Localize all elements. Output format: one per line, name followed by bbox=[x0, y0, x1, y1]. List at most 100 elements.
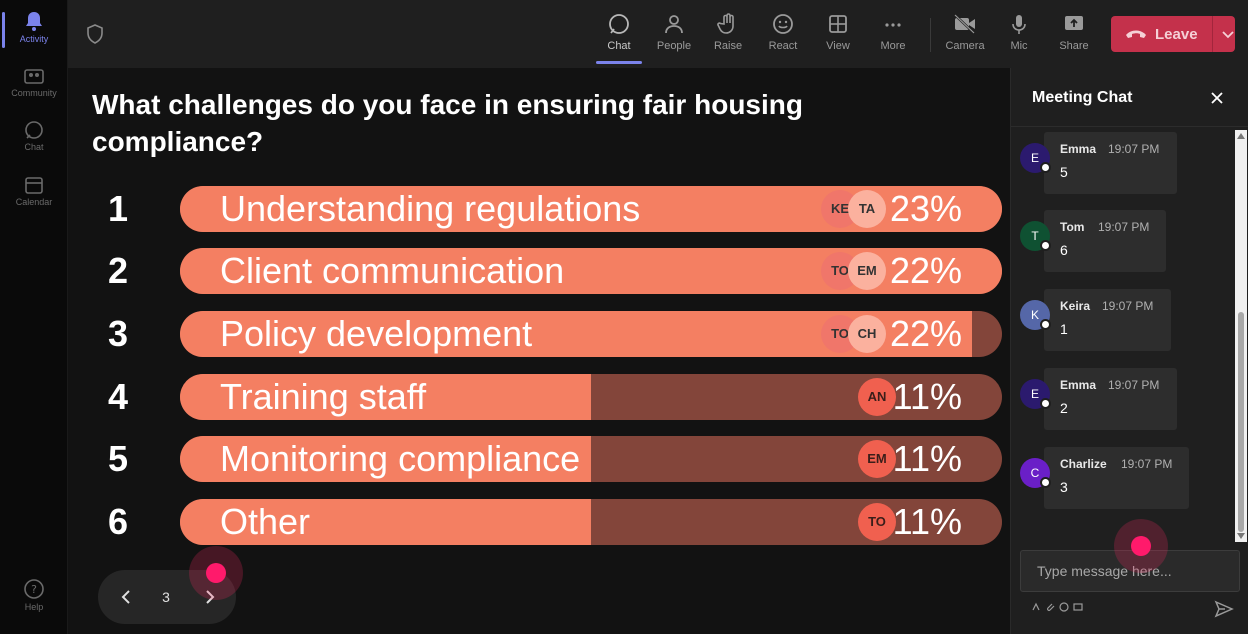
chevron-down-icon[interactable] bbox=[1221, 29, 1235, 39]
avatar[interactable]: E bbox=[1020, 143, 1051, 173]
chat-scrollbar[interactable] bbox=[1235, 130, 1247, 542]
leave-button[interactable]: Leave bbox=[1111, 16, 1235, 52]
emoji-icon[interactable] bbox=[1059, 602, 1069, 612]
smiley-icon bbox=[773, 14, 793, 34]
rail-item-calendar[interactable]: Calendar bbox=[0, 175, 68, 207]
rail-item-community[interactable]: Community bbox=[0, 66, 68, 98]
rail-item-activity[interactable]: Activity bbox=[0, 10, 68, 48]
pointer-highlight bbox=[1114, 519, 1168, 573]
poll-option-number: 2 bbox=[107, 250, 129, 291]
view-button[interactable]: View bbox=[813, 10, 863, 60]
avatar[interactable]: K bbox=[1020, 300, 1051, 330]
chat-message-input[interactable] bbox=[1020, 550, 1240, 592]
poll-option-row[interactable]: 5 Monitoring compliance EM 11% bbox=[68, 436, 1010, 482]
poll-option-percentage: 23% bbox=[889, 188, 962, 229]
chat-sender-name: Emma bbox=[1060, 142, 1097, 156]
rail-item-label: Calendar bbox=[15, 197, 53, 207]
scroll-down-arrow[interactable] bbox=[1237, 533, 1245, 539]
chat-button[interactable]: Chat bbox=[594, 10, 644, 64]
app-rail: Activity Community Chat Calendar ? Help bbox=[0, 0, 68, 634]
voter-avatar[interactable]: TA bbox=[848, 190, 886, 228]
attach-icon[interactable] bbox=[1045, 602, 1055, 612]
poll-option-bar: Monitoring compliance EM 11% bbox=[180, 436, 1002, 482]
chat-sender-name: Tom bbox=[1060, 220, 1085, 234]
poll-option-label: Monitoring compliance bbox=[220, 438, 581, 479]
voter-avatar[interactable]: CH bbox=[848, 315, 886, 353]
more-button-label: More bbox=[880, 40, 906, 52]
poll-option-number: 1 bbox=[107, 188, 129, 229]
chevron-right-icon[interactable] bbox=[198, 585, 222, 609]
avatar-initial: T bbox=[1031, 229, 1039, 243]
poll-option-number: 4 bbox=[107, 376, 129, 417]
mic-button[interactable]: Mic bbox=[994, 10, 1044, 60]
format-icon[interactable] bbox=[1031, 602, 1041, 612]
poll-option-row[interactable]: 6 Other TO 11% bbox=[68, 499, 1010, 545]
more-button[interactable]: More bbox=[868, 10, 918, 60]
chat-message-bubble[interactable]: Keira 19:07 PM 1 bbox=[1044, 289, 1171, 351]
share-button[interactable]: Share bbox=[1049, 10, 1099, 60]
rail-item-label: Community bbox=[11, 88, 57, 98]
people-button[interactable]: People bbox=[649, 10, 699, 60]
scroll-up-arrow[interactable] bbox=[1237, 133, 1245, 139]
poll-option-row[interactable]: 1 Understanding regulations KE TA 23% bbox=[68, 186, 1010, 232]
chevron-left-icon[interactable] bbox=[114, 585, 138, 609]
chat-timestamp: 19:07 PM bbox=[1121, 457, 1173, 471]
chat-icon bbox=[609, 14, 629, 34]
poll-option-label: Policy development bbox=[220, 313, 533, 354]
voter-avatar[interactable]: EM bbox=[848, 252, 886, 290]
chat-message-text: 6 bbox=[1060, 242, 1068, 258]
shield-icon[interactable] bbox=[86, 24, 104, 44]
rail-item-help[interactable]: ? Help bbox=[0, 578, 68, 612]
calendar-icon bbox=[25, 177, 43, 194]
avatar[interactable]: T bbox=[1020, 221, 1051, 251]
camera-off-icon bbox=[954, 14, 975, 34]
poll-option-row[interactable]: 3 Policy development TO CH 22% bbox=[68, 311, 1010, 357]
chat-message-bubble[interactable]: Tom 19:07 PM 6 bbox=[1044, 210, 1166, 272]
help-icon: ? bbox=[24, 579, 44, 599]
chat-message-text: 3 bbox=[1060, 479, 1068, 495]
poll-option-percentage: 11% bbox=[892, 376, 962, 417]
send-icon[interactable] bbox=[1214, 599, 1234, 619]
share-button-label: Share bbox=[1059, 40, 1089, 52]
camera-button[interactable]: Camera bbox=[940, 10, 990, 60]
hand-icon bbox=[717, 13, 734, 34]
chat-timestamp: 19:07 PM bbox=[1098, 220, 1150, 234]
poll-option-bar: Policy development TO CH 22% bbox=[180, 311, 1002, 357]
react-button-label: React bbox=[768, 40, 798, 52]
mic-button-label: Mic bbox=[1010, 40, 1028, 52]
raise-hand-button[interactable]: Raise bbox=[703, 10, 753, 60]
poll-option-number: 3 bbox=[107, 313, 129, 354]
view-button-label: View bbox=[826, 40, 850, 52]
poll-option-percentage: 11% bbox=[892, 438, 962, 479]
poll-option-row[interactable]: 2 Client communication TO EM 22% bbox=[68, 248, 1010, 294]
poll-option-bar: Understanding regulations KE TA 23% bbox=[180, 186, 1002, 232]
voter-avatar[interactable]: AN bbox=[858, 378, 896, 416]
chat-button-label: Chat bbox=[607, 40, 631, 52]
voter-avatar[interactable]: TO bbox=[858, 503, 896, 541]
chat-timestamp: 19:07 PM bbox=[1108, 378, 1160, 392]
avatar-initial: K bbox=[1030, 308, 1039, 322]
toolbar-divider bbox=[930, 18, 931, 52]
more-icon bbox=[885, 23, 901, 27]
poll-option-label: Client communication bbox=[220, 250, 565, 291]
avatar-initial: E bbox=[1030, 151, 1039, 165]
chat-message-bubble[interactable]: Charlize 19:07 PM 3 bbox=[1044, 447, 1189, 509]
react-button[interactable]: React bbox=[758, 10, 808, 60]
voter-avatar[interactable]: EM bbox=[858, 440, 896, 478]
chat-message-bubble[interactable]: Emma 19:07 PM 2 bbox=[1044, 368, 1177, 430]
svg-text:?: ? bbox=[31, 583, 37, 596]
rail-item-chat[interactable]: Chat bbox=[0, 120, 68, 152]
avatar-initial: C bbox=[1030, 466, 1040, 480]
poll-option-bar-fill bbox=[180, 436, 591, 482]
avatar[interactable]: E bbox=[1020, 379, 1051, 409]
chat-message-bubble[interactable]: Emma 19:07 PM 5 bbox=[1044, 132, 1177, 194]
bell-icon bbox=[26, 12, 42, 31]
meeting-chat-panel: Meeting Chat Emma 19:07 PM 5 E Tom 19:07 PM 6 T… bbox=[1010, 68, 1248, 634]
gif-icon[interactable] bbox=[1073, 602, 1083, 612]
poll-option-row[interactable]: 4 Training staff AN 11% bbox=[68, 374, 1010, 420]
poll-question: What challenges do you face in ensuring … bbox=[92, 89, 803, 157]
scroll-thumb[interactable] bbox=[1238, 312, 1244, 532]
close-icon[interactable] bbox=[1209, 90, 1225, 106]
avatar[interactable]: C bbox=[1020, 458, 1051, 488]
chat-icon bbox=[25, 121, 43, 139]
